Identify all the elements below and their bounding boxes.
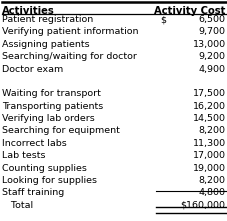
Text: $: $ [160,15,166,24]
Text: Transporting patients: Transporting patients [2,102,103,111]
Text: 6,500: 6,500 [198,15,225,24]
Text: 17,000: 17,000 [192,151,225,160]
Text: 8,200: 8,200 [198,126,225,135]
Text: 4,900: 4,900 [198,65,225,74]
Text: Searching/waiting for doctor: Searching/waiting for doctor [2,52,137,61]
Text: 11,300: 11,300 [192,139,225,148]
Text: Patient registration: Patient registration [2,15,93,24]
Text: Assigning patients: Assigning patients [2,40,89,49]
Text: 9,200: 9,200 [198,52,225,61]
Text: Counting supplies: Counting supplies [2,164,87,173]
Text: Activity Cost: Activity Cost [154,6,225,15]
Text: 14,500: 14,500 [192,114,225,123]
Text: Total: Total [2,201,33,210]
Text: Searching for equipment: Searching for equipment [2,126,120,135]
Text: Lab tests: Lab tests [2,151,46,160]
Text: 19,000: 19,000 [192,164,225,173]
Text: Doctor exam: Doctor exam [2,65,63,74]
Text: Incorrect labs: Incorrect labs [2,139,67,148]
Text: 17,500: 17,500 [192,89,225,98]
Text: Verifying patient information: Verifying patient information [2,27,138,36]
Text: Staff training: Staff training [2,188,64,197]
Text: 8,200: 8,200 [198,176,225,185]
Text: 9,700: 9,700 [198,27,225,36]
Text: Waiting for transport: Waiting for transport [2,89,101,98]
Text: Looking for supplies: Looking for supplies [2,176,97,185]
Text: Activities: Activities [2,6,55,15]
Text: $160,000: $160,000 [180,201,225,210]
Text: 16,200: 16,200 [192,102,225,111]
Text: Verifying lab orders: Verifying lab orders [2,114,95,123]
Text: 4,800: 4,800 [198,188,225,197]
Text: 13,000: 13,000 [192,40,225,49]
